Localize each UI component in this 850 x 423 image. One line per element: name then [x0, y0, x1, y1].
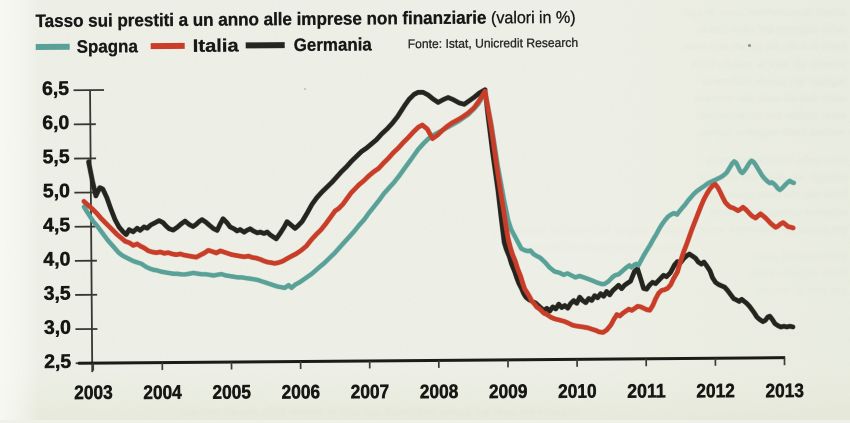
svg-text:3,5: 3,5	[44, 283, 71, 305]
svg-text:6,0: 6,0	[42, 112, 69, 134]
svg-text:4,5: 4,5	[43, 214, 70, 236]
svg-text:2008: 2008	[420, 381, 459, 403]
svg-text:4,0: 4,0	[43, 248, 70, 270]
svg-text:2007: 2007	[351, 381, 390, 403]
svg-text:2010: 2010	[558, 381, 597, 403]
svg-text:3,0: 3,0	[44, 317, 71, 339]
svg-text:2012: 2012	[696, 380, 735, 402]
svg-text:2013: 2013	[765, 380, 804, 402]
svg-text:2,5: 2,5	[44, 351, 71, 373]
svg-text:2011: 2011	[627, 380, 666, 402]
svg-text:2004: 2004	[143, 382, 182, 404]
svg-text:2009: 2009	[489, 381, 528, 403]
svg-text:2005: 2005	[212, 381, 251, 403]
svg-text:2003: 2003	[74, 382, 113, 404]
svg-text:6,5: 6,5	[42, 78, 69, 100]
svg-text:5,0: 5,0	[43, 180, 70, 202]
svg-text:5,5: 5,5	[42, 146, 69, 168]
svg-text:2006: 2006	[281, 381, 320, 403]
